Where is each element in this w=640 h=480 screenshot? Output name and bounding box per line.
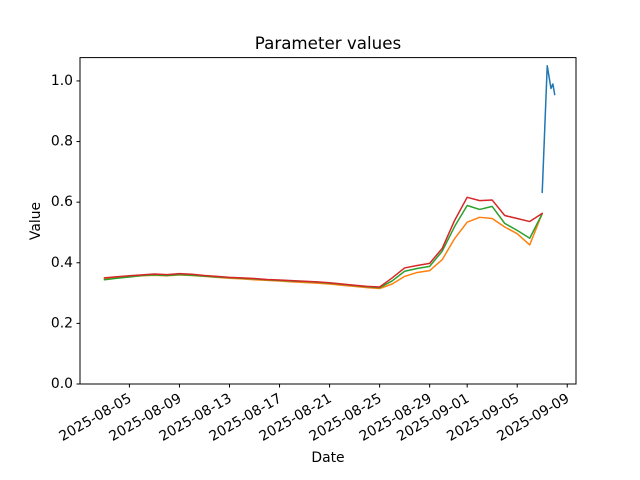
y-axis-label: Value bbox=[28, 202, 44, 240]
line-series-orange bbox=[103, 212, 543, 290]
y-tick-label: 0.4 bbox=[51, 255, 73, 271]
x-axis-ticks: 2025-08-052025-08-092025-08-132025-08-17… bbox=[56, 384, 572, 445]
y-tick-label: 0.0 bbox=[51, 376, 73, 392]
plot-area bbox=[103, 65, 556, 290]
plot-border bbox=[79, 57, 577, 385]
y-axis-ticks: 0.0 0.2 0.4 0.6 0.8 1.0 bbox=[51, 73, 80, 392]
y-tick-label: 0.6 bbox=[51, 194, 73, 210]
x-axis-label: Date bbox=[311, 450, 344, 466]
line-series-red bbox=[103, 196, 543, 288]
y-tick-label: 0.2 bbox=[51, 315, 73, 331]
y-tick-label: 1.0 bbox=[51, 73, 73, 89]
y-tick-label: 0.8 bbox=[51, 134, 73, 150]
chart-title: Parameter values bbox=[255, 33, 401, 53]
line-series-blue bbox=[541, 65, 556, 194]
